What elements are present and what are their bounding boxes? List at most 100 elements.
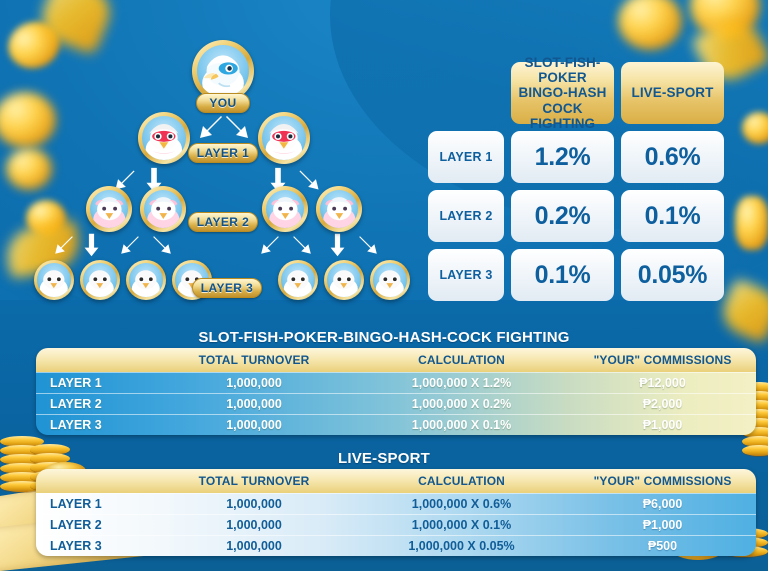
bird-avatar-icon (265, 124, 303, 160)
bird-avatar-icon (132, 270, 160, 297)
table-a-r2-turnover: 1,000,000 (226, 418, 282, 432)
arrow-icon (84, 233, 99, 257)
rate-value-slot-layer1: 1.2% (511, 131, 614, 183)
avatar-layer1 (258, 112, 310, 164)
table-b-r2-turnover: 1,000,000 (226, 539, 282, 553)
bird-avatar-icon (40, 270, 68, 297)
badge-layer-3-label: LAYER 3 (200, 281, 254, 295)
table-a-r2-calculation: 1,000,000 X 0.1% (411, 418, 512, 432)
bird-avatar-icon (146, 196, 180, 229)
avatar-layer2 (86, 186, 132, 232)
table-a-r0-turnover: 1,000,000 (226, 376, 282, 390)
arrow-icon (293, 236, 311, 254)
rate-row-label-layer3: LAYER 3 (428, 249, 504, 301)
avatar-you (192, 40, 254, 102)
table-a-col3: "YOUR" COMMISSIONS (593, 353, 732, 367)
table-row: LAYER 3 1,000,000 1,000,000 X 0.1% ₱1,00… (36, 414, 756, 435)
table-b-header-row: TOTAL TURNOVER CALCULATION "YOUR" COMMIS… (36, 469, 756, 493)
avatar-layer3 (126, 260, 166, 300)
avatar-layer2 (316, 186, 362, 232)
rate-header-slot-line2: BINGO-HASH (518, 85, 607, 101)
table-a-col2: CALCULATION (418, 353, 505, 367)
rate-value-live-layer1: 0.6% (621, 131, 724, 183)
arrow-icon (330, 233, 345, 257)
bird-avatar-icon (376, 270, 404, 297)
table-b-col3: "YOUR" COMMISSIONS (593, 474, 732, 488)
avatar-layer3 (324, 260, 364, 300)
table-b-r0-commission: ₱6,000 (642, 497, 683, 511)
rate-value-live-layer3: 0.05% (621, 249, 724, 301)
rate-value-slot-layer3: 0.1% (511, 249, 614, 301)
bird-avatar-icon (202, 55, 244, 98)
table-b-title: LIVE-SPORT (337, 450, 430, 467)
avatar-layer2 (262, 186, 308, 232)
commission-table-slot: TOTAL TURNOVER CALCULATION "YOUR" COMMIS… (36, 348, 756, 435)
table-row: LAYER 1 1,000,000 1,000,000 X 0.6% ₱6,00… (36, 493, 756, 514)
table-row: LAYER 1 1,000,000 1,000,000 X 1.2% ₱12,0… (36, 372, 756, 393)
gold-coin-icon (618, 0, 682, 50)
arrow-icon (226, 116, 248, 138)
avatar-layer2 (140, 186, 186, 232)
rate-header-live: LIVE-SPORT (621, 62, 724, 124)
rate-header-slot-line1: SLOT-FISH-POKER (524, 55, 601, 86)
table-b-r2-calculation: 1,000,000 X 0.05% (408, 539, 515, 553)
rate-grid-corner-spacer (428, 62, 504, 124)
table-row: LAYER 2 1,000,000 1,000,000 X 0.1% ₱1,00… (36, 514, 756, 535)
gold-coin-icon (735, 196, 768, 250)
arrow-icon (359, 236, 377, 254)
arrow-icon (115, 170, 135, 190)
table-b-col2: CALCULATION (418, 474, 505, 488)
table-a-title: SLOT-FISH-POKER-BINGO-HASH-COCK FIGHTING (198, 329, 570, 346)
table-b-r1-commission: ₱1,000 (642, 518, 683, 532)
rate-header-slot: SLOT-FISH-POKER BINGO-HASH COCK FIGHTING (511, 55, 614, 131)
avatar-layer1 (138, 112, 190, 164)
gold-coin-icon (6, 148, 52, 190)
rate-row-label-layer1: LAYER 1 (428, 131, 504, 183)
arrow-icon (121, 236, 139, 254)
bird-avatar-icon (145, 124, 183, 160)
badge-you-label: YOU (209, 96, 237, 110)
table-b-r0-calculation: 1,000,000 X 0.6% (411, 497, 512, 511)
commission-rate-grid: SLOT-FISH-POKER BINGO-HASH COCK FIGHTING… (428, 55, 724, 308)
table-b-r2-commission: ₱500 (647, 539, 678, 553)
badge-layer-2: LAYER 2 (188, 212, 258, 232)
avatar-layer3 (80, 260, 120, 300)
coin-stack (0, 436, 44, 496)
badge-you: YOU (196, 93, 250, 113)
bird-avatar-icon (86, 270, 114, 297)
table-b-r1-calculation: 1,000,000 X 0.1% (411, 518, 512, 532)
avatar-layer3 (370, 260, 410, 300)
badge-layer-1: LAYER 1 (188, 143, 258, 163)
commission-table-live: TOTAL TURNOVER CALCULATION "YOUR" COMMIS… (36, 469, 756, 556)
table-b-col1: TOTAL TURNOVER (198, 474, 310, 488)
table-a-r1-commission: ₱2,000 (642, 397, 683, 411)
referral-pyramid: YOU (0, 0, 420, 320)
table-a-header-row: TOTAL TURNOVER CALCULATION "YOUR" COMMIS… (36, 348, 756, 372)
rate-grid-row: LAYER 3 0.1% 0.05% (428, 249, 724, 301)
bird-avatar-icon (322, 196, 356, 229)
rate-value-slot-layer2: 0.2% (511, 190, 614, 242)
badge-layer-1-label: LAYER 1 (196, 146, 250, 160)
avatar-layer3 (278, 260, 318, 300)
table-a-r1-turnover: 1,000,000 (226, 397, 282, 411)
table-a-r2-layer: LAYER 3 (50, 418, 102, 432)
table-row: LAYER 3 1,000,000 1,000,000 X 0.05% ₱500 (36, 535, 756, 556)
arrow-icon (153, 236, 171, 254)
table-b-r1-layer: LAYER 2 (50, 518, 102, 532)
table-a-r0-layer: LAYER 1 (50, 376, 102, 390)
bird-avatar-icon (330, 270, 358, 297)
rate-row-label-layer2: LAYER 2 (428, 190, 504, 242)
rate-grid-row: LAYER 1 1.2% 0.6% (428, 131, 724, 183)
badge-layer-2-label: LAYER 2 (196, 215, 250, 229)
table-row: LAYER 2 1,000,000 1,000,000 X 0.2% ₱2,00… (36, 393, 756, 414)
arrow-icon (261, 236, 279, 254)
rate-value-live-layer2: 0.1% (621, 190, 724, 242)
rate-header-slot-line3: COCK FIGHTING (529, 100, 596, 131)
bird-avatar-icon (284, 270, 312, 297)
table-a-r2-commission: ₱1,000 (642, 418, 683, 432)
avatar-layer3 (34, 260, 74, 300)
table-b-r0-turnover: 1,000,000 (226, 497, 282, 511)
arrow-icon (55, 236, 73, 254)
table-a-r1-layer: LAYER 2 (50, 397, 102, 411)
